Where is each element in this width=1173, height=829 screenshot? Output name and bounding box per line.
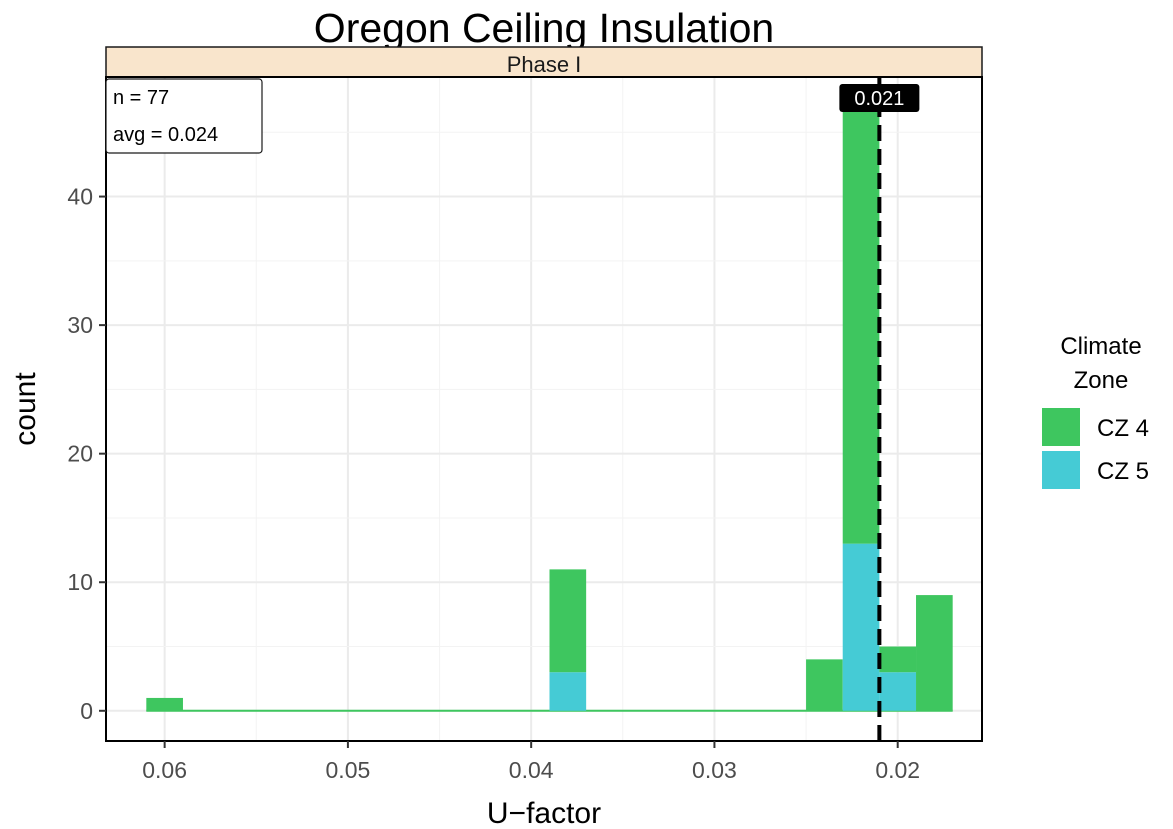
facet-label: Phase I	[507, 52, 582, 77]
legend-key-cz4	[1042, 408, 1080, 446]
avg-label: avg = 0.024	[113, 124, 218, 146]
chart-title: Oregon Ceiling Insulation	[314, 5, 774, 51]
x-tick-label: 0.05	[326, 757, 371, 783]
x-tick-label: 0.03	[692, 757, 737, 783]
plot-border	[105, 76, 983, 742]
legend-title-line-2: Zone	[1074, 367, 1129, 394]
x-tick-label: 0.06	[142, 757, 187, 783]
bar-cz5	[842, 543, 880, 711]
x-axis-title: U−factor	[487, 797, 601, 829]
y-tick-label: 0	[80, 698, 93, 724]
n-label: n = 77	[113, 87, 169, 109]
bar-cz4	[146, 697, 183, 711]
y-tick-label: 30	[67, 312, 93, 338]
y-tick-label: 10	[67, 569, 93, 595]
legend-label-cz4: CZ 4	[1097, 415, 1149, 442]
bar-cz4	[842, 106, 880, 544]
bars	[146, 106, 953, 712]
x-tick-label: 0.02	[875, 757, 920, 783]
bar-cz4	[879, 646, 917, 673]
y-tick-label: 40	[67, 184, 93, 210]
stats-box	[105, 78, 263, 154]
median-label: 0.021	[854, 88, 904, 110]
bar-cz4	[916, 595, 953, 711]
bar-cz5	[879, 672, 917, 711]
median-line-group: 0.021	[839, 77, 920, 741]
legend-key-cz5	[1042, 451, 1080, 489]
plot-panel	[106, 77, 982, 741]
legend-label-cz5: CZ 5	[1097, 458, 1149, 485]
x-tick-label: 0.04	[509, 757, 554, 783]
legend: Climate Zone CZ 4 CZ 5	[1042, 333, 1149, 489]
bar-cz4	[806, 659, 843, 711]
median-label-box	[839, 84, 920, 112]
y-tick-label: 20	[67, 441, 93, 467]
bar-cz4	[549, 569, 587, 673]
bar-cz5	[549, 672, 587, 711]
axis-ticks: 0.06 0.05 0.04 0.03 0.02 0 10 20 30 40	[67, 184, 920, 783]
y-axis-title: count	[9, 372, 42, 446]
legend-title-line-1: Climate	[1060, 333, 1141, 360]
facet-strip	[105, 46, 983, 78]
stats-annotation: n = 77 avg = 0.024	[105, 78, 263, 154]
